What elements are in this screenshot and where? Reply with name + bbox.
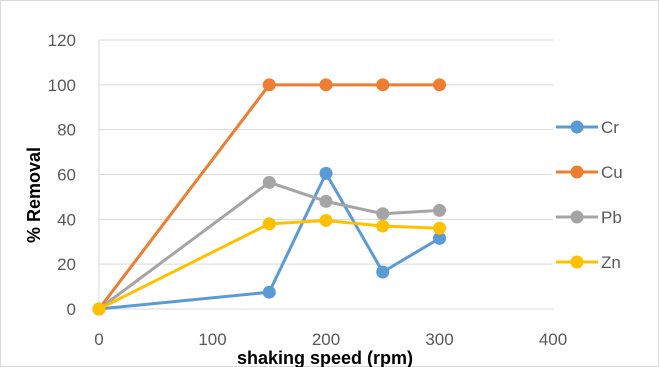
x-tick-label: 200 (312, 330, 340, 349)
data-point-zn (376, 219, 390, 233)
x-tick-labels: 0 100 200 300 400 (94, 330, 567, 349)
data-point-cr (319, 166, 333, 180)
x-tick-label: 300 (425, 330, 453, 349)
data-point-zn (92, 302, 106, 316)
series-zn (92, 213, 446, 316)
data-point-cr (262, 285, 276, 299)
x-tick-label: 0 (94, 330, 103, 349)
data-point-pb (262, 175, 276, 189)
data-point-zn (319, 213, 333, 227)
legend-item-cr: Cr (556, 118, 619, 137)
data-point-cr (433, 231, 446, 245)
x-axis-title: shaking speed (rpm) (237, 348, 413, 367)
data-point-pb (433, 203, 446, 217)
y-tick-label: 120 (48, 31, 76, 50)
data-point-zn (433, 221, 446, 235)
legend-label: Cu (601, 163, 623, 182)
data-point-pb (376, 207, 390, 221)
y-tick-label: 20 (57, 255, 76, 274)
legend-label: Pb (601, 208, 622, 227)
x-tick-label: 400 (539, 330, 567, 349)
y-tick-label: 80 (57, 121, 76, 140)
data-point-cu (262, 78, 276, 92)
legend-marker (570, 210, 584, 224)
legend-item-cu: Cu (556, 163, 623, 182)
series-cr (92, 166, 446, 316)
y-tick-label: 0 (67, 300, 76, 319)
legend-item-zn: Zn (556, 253, 621, 272)
data-point-pb (319, 194, 333, 208)
legend-label: Zn (601, 253, 621, 272)
data-point-cr (376, 265, 390, 279)
series-line-cu (97, 83, 440, 310)
series-lines (92, 78, 446, 316)
legend-marker (570, 255, 584, 269)
y-tick-label: 100 (48, 76, 76, 95)
y-tick-labels: 0 20 40 60 80 100 120 (48, 31, 76, 319)
data-point-cu (433, 78, 446, 92)
y-tick-label: 40 (57, 210, 76, 229)
legend-marker (570, 120, 584, 134)
x-tick-label: 100 (198, 330, 226, 349)
legend: Cr Cu Pb Zn (556, 118, 623, 272)
series-cu (92, 78, 446, 316)
y-axis-title: % Removal (24, 147, 44, 243)
data-point-cu (376, 78, 390, 92)
data-point-zn (262, 217, 276, 231)
legend-item-pb: Pb (556, 208, 622, 227)
legend-marker (570, 165, 584, 179)
y-tick-label: 60 (57, 166, 76, 185)
data-point-cu (319, 78, 333, 92)
legend-label: Cr (601, 118, 619, 137)
